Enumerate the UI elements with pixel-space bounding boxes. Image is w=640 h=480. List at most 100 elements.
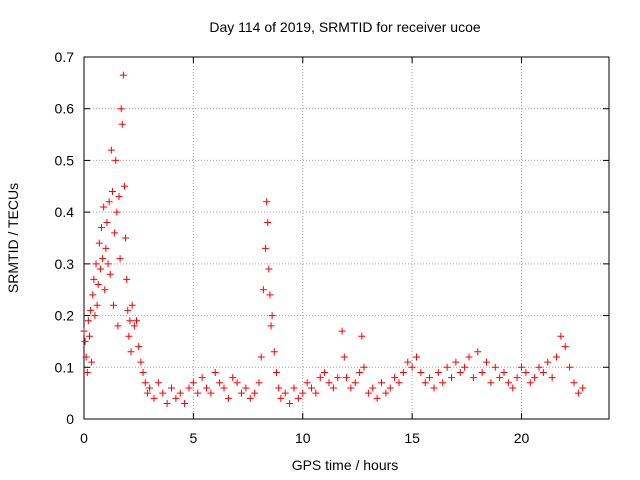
data-point [321, 368, 329, 376]
data-point [125, 332, 133, 340]
data-point [338, 327, 346, 335]
data-point [84, 317, 92, 325]
data-point [548, 374, 556, 382]
x-tick-labels: 0 5 10 15 20 [80, 430, 529, 446]
data-point [448, 374, 455, 382]
data-point [263, 198, 271, 206]
data-point [139, 368, 147, 376]
data-point [513, 374, 521, 382]
x-tick-label: 10 [295, 430, 311, 446]
data-point [382, 389, 390, 397]
data-point [312, 389, 320, 397]
data-point [207, 389, 215, 397]
data-point [233, 379, 241, 387]
data-point [102, 244, 110, 252]
data-point [106, 270, 114, 278]
data-point [290, 384, 298, 392]
data-point [270, 348, 278, 356]
data-point [308, 384, 315, 392]
data-point [496, 374, 504, 382]
data-point [122, 234, 130, 242]
data-point [417, 368, 425, 376]
data-point [334, 374, 342, 382]
data-point [95, 239, 103, 247]
data-point [303, 379, 311, 387]
data-point [539, 368, 547, 376]
data-point [194, 389, 202, 397]
data-point [242, 384, 250, 392]
data-point [281, 389, 289, 397]
data-point [266, 291, 274, 299]
data-point [526, 379, 534, 387]
data-point [430, 384, 438, 392]
data-point [465, 353, 473, 361]
y-tick-label: 0.5 [55, 152, 75, 168]
data-point [93, 301, 101, 309]
data-point [91, 312, 99, 320]
data-point [299, 389, 307, 397]
data-point [113, 208, 121, 216]
data-point [189, 379, 197, 387]
data-point [81, 337, 89, 345]
data-point [185, 384, 193, 392]
data-point [114, 322, 122, 330]
x-tick-label: 5 [189, 430, 197, 446]
data-point [124, 306, 132, 314]
data-point [399, 368, 407, 376]
data-point [570, 379, 578, 387]
data-point [518, 363, 525, 371]
data-point [150, 394, 158, 402]
data-point [413, 353, 420, 361]
data-point [119, 71, 127, 79]
data-point [203, 384, 210, 392]
data-point [316, 374, 324, 382]
y-tick-label: 0.3 [55, 256, 75, 272]
data-point [579, 384, 587, 392]
plot-frame [83, 56, 610, 420]
x-tick-label: 0 [80, 430, 88, 446]
data-point [356, 368, 364, 376]
data-point [141, 379, 149, 387]
data-point [264, 218, 272, 226]
chart-title: Day 114 of 2019, SRMTID for receiver uco… [209, 19, 481, 35]
data-point [120, 182, 128, 190]
data-point [255, 379, 263, 387]
data-point [128, 301, 136, 309]
data-point [88, 358, 96, 366]
data-point [211, 368, 219, 376]
data-point [286, 399, 294, 407]
data-point [168, 384, 175, 392]
data-point [504, 379, 512, 387]
data-point [116, 255, 124, 263]
data-point [80, 327, 88, 335]
data-point [89, 291, 97, 299]
data-point [294, 394, 302, 402]
data-point [474, 348, 482, 356]
y-tick-label: 0.1 [55, 359, 75, 375]
data-point [408, 363, 416, 371]
data-point [340, 353, 348, 361]
x-axis-label: GPS time / hours [292, 457, 399, 473]
data-point [110, 301, 118, 309]
data-point [99, 255, 107, 263]
data-point [137, 358, 145, 366]
data-point [133, 317, 140, 325]
data-point [378, 379, 385, 387]
data-point [112, 156, 120, 164]
data-point [163, 399, 171, 407]
data-point [146, 384, 154, 392]
data-point [159, 389, 167, 397]
data-point [469, 374, 477, 382]
data-point [251, 389, 259, 397]
data-point [277, 394, 285, 402]
data-point [127, 348, 135, 356]
data-point [220, 384, 228, 392]
data-point [456, 368, 464, 376]
y-tick-label: 0 [66, 411, 74, 427]
data-point [395, 379, 403, 387]
data-point [351, 379, 359, 387]
data-point [238, 389, 245, 397]
y-tick-labels: 0 0.1 0.2 0.3 0.4 0.5 0.6 0.7 [55, 49, 75, 427]
data-point [96, 265, 104, 273]
